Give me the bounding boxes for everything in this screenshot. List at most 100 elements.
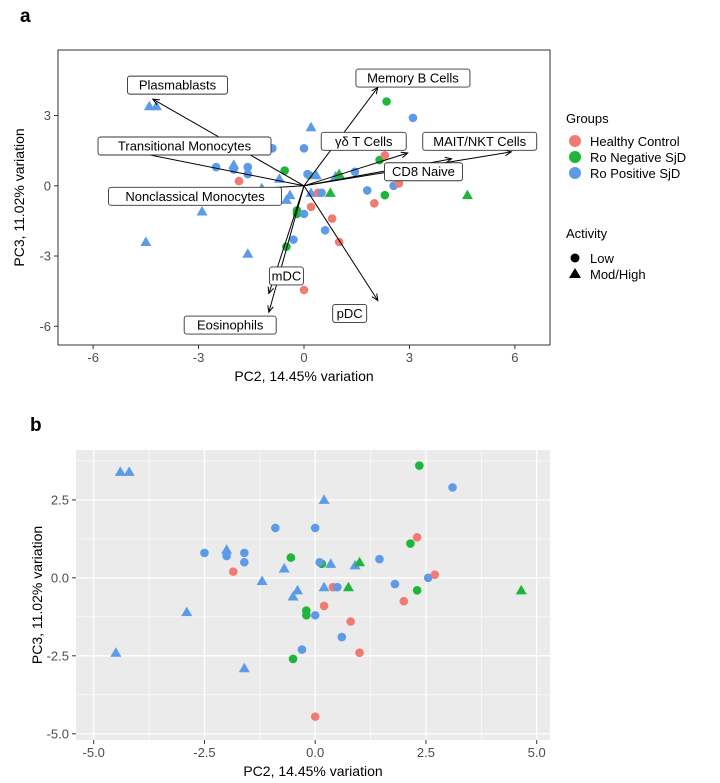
data-point [243,162,253,172]
data-point [354,556,366,567]
loading-arrowhead [371,293,379,302]
x-tick-label: 0 [300,350,307,365]
data-point [515,584,527,595]
loading-label: Eosinophils [197,318,264,333]
loading-label-box [183,315,277,335]
loading-label: CD8 Naive [392,164,455,179]
loading-label: Memory B Cells [367,71,459,86]
legend-shape-circle [570,253,580,263]
x-tick-label: 3 [406,350,413,365]
chart-a-pca-biplot: -6 -3 0 3 6 -6 -3 0 3 PC2, 14.45% variation PC3, 1… [11,49,551,384]
y-tick-label: -2.5 [47,648,69,663]
data-point [317,188,326,198]
panel-label-b: b [30,415,42,436]
loading-label: pDC [337,306,363,321]
loading-label-box [332,303,368,323]
loading-label-box [127,75,228,95]
data-point [299,144,309,153]
data-point [318,494,330,504]
x-tick-label: -5.0 [83,745,105,760]
data-point [291,584,303,595]
data-point [461,189,473,200]
loading-label-box [355,68,471,88]
data-point [430,570,440,580]
data-point [240,557,249,567]
data-point [299,285,309,295]
data-point [423,573,433,583]
x-axis-title: PC2, 14.45% variation [234,368,373,384]
data-point [310,610,320,620]
legend-item-healthy: Healthy Control [569,134,680,149]
data-point [240,548,249,558]
data-point [297,645,307,654]
data-point [288,654,298,664]
x-tick-label: -6 [87,350,99,365]
loading-arrow [303,152,408,187]
legend: Groups Healthy Control Ro Negative SjD R… [566,111,686,282]
loading-label: MAIT/NKT Cells [433,134,526,149]
loading-label: mDC [272,268,302,283]
loading-arrowhead [151,98,160,106]
plot-background [76,450,550,740]
data-point [448,483,457,492]
y-axis-title: PC3, 11.02% variation [11,128,27,266]
data-point [382,97,391,106]
loading-label-box [320,131,407,151]
legend-swatch-positive [569,167,581,179]
data-point [303,169,312,179]
data-point [325,558,337,568]
data-point [320,225,330,235]
data-point [380,190,390,200]
x-axis-title: PC2, 14.45% variation [243,763,382,779]
data-point [289,235,298,244]
data-point [375,554,384,564]
loading-arrowhead [267,286,274,295]
y-tick-label: 0 [44,178,51,193]
data-point [234,176,244,186]
data-point [327,214,337,223]
data-point [390,579,400,589]
data-point [222,551,231,561]
loading-arrowhead [444,156,453,164]
chart-b-pca-scatter: -5.0 -2.5 0.0 2.5 5.0 -5.0 -2.5 0.0 2.5 PC2, 14.4… [29,450,550,779]
data-point [280,194,292,204]
data-point [399,596,409,606]
data-point [280,166,289,175]
x-tick-label: 6 [511,350,518,365]
data-point [114,466,126,476]
data-point [256,575,268,585]
loading-arrowhead [400,151,409,159]
data-point [412,586,422,595]
loading-label: Nonclassical Monocytes [125,189,265,204]
y-tick-label: 3 [44,108,51,123]
data-point [394,179,404,188]
data-point [306,202,316,212]
y-tick-label: -6 [39,319,51,334]
data-point [140,236,152,246]
data-point [143,100,155,111]
data-point [406,539,415,548]
data-point [271,523,280,533]
data-point [310,523,320,533]
data-point [196,206,208,216]
legend-item-positive: Ro Positive SjD [569,166,680,181]
data-point [369,199,379,208]
loading-label: Transitional Monocytes [118,138,252,153]
loading-label-box [97,136,272,156]
data-point [286,553,296,562]
loading-label-box [108,186,283,206]
data-point [310,169,322,180]
legend-shape-triangle [569,268,581,278]
data-point [305,187,317,197]
panel-label-a: a [20,6,31,27]
legend-label-low: Low [590,251,614,266]
data-point [282,242,291,251]
legend-item-low: Low [570,251,614,266]
data-point [200,548,209,558]
data-point [181,606,193,617]
x-tick-label: -3 [193,350,205,365]
data-point [355,648,364,657]
data-point [350,167,360,177]
data-point [211,162,221,172]
